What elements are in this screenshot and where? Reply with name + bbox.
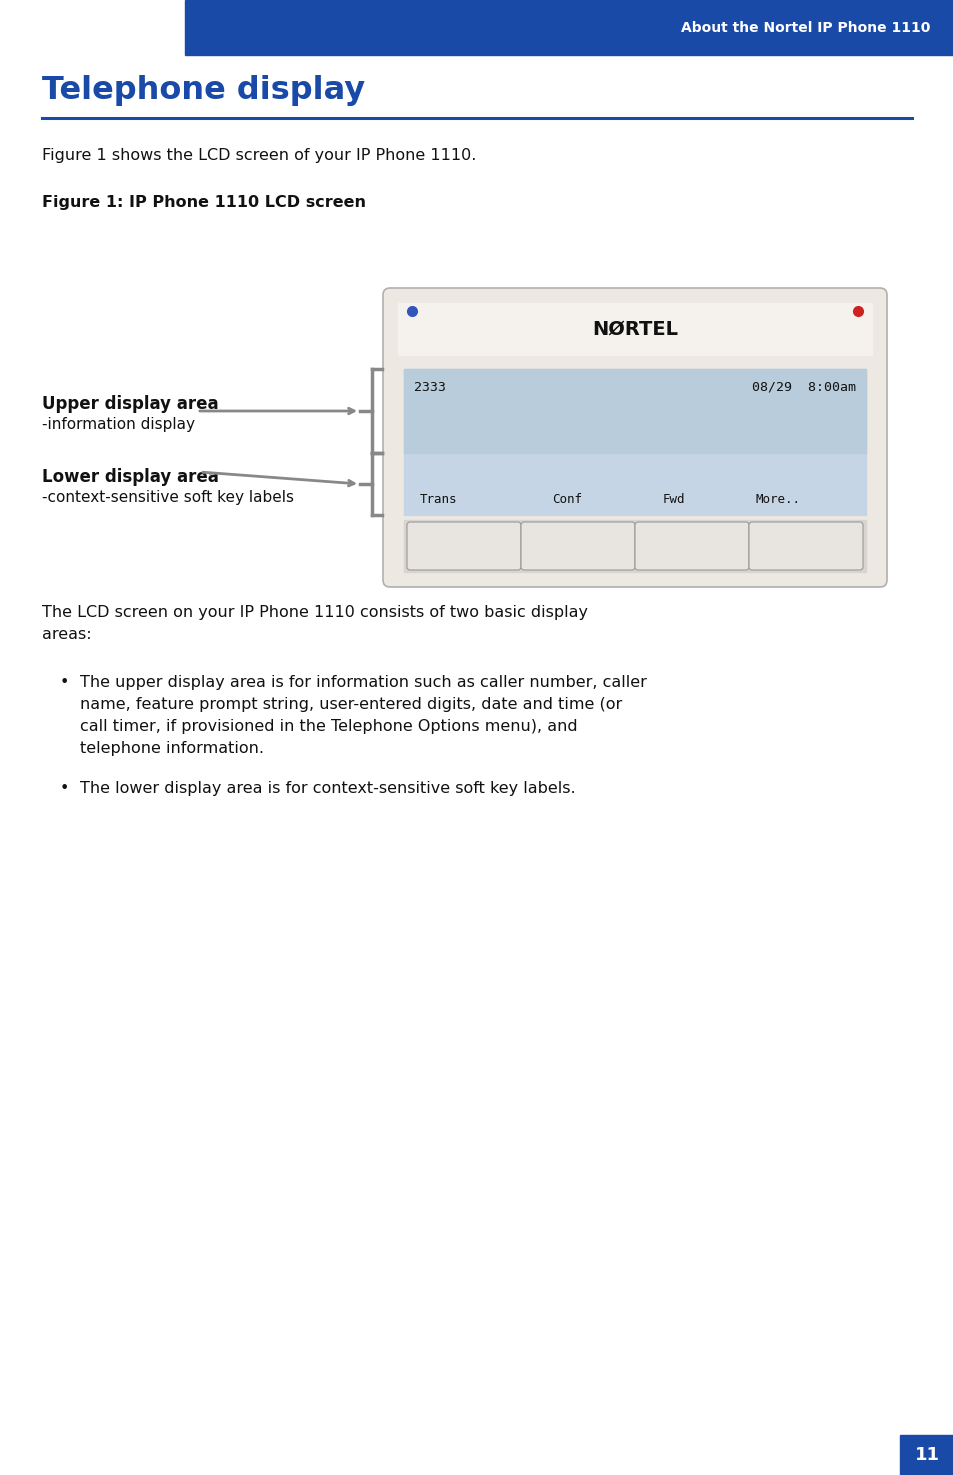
Text: areas:: areas: [42,627,91,642]
Text: telephone information.: telephone information. [80,740,264,757]
Text: 2333: 2333 [414,381,446,394]
Text: call timer, if provisioned in the Telephone Options menu), and: call timer, if provisioned in the Teleph… [80,718,577,735]
FancyBboxPatch shape [382,288,886,587]
Text: -information display: -information display [42,417,194,432]
Text: Telephone display: Telephone display [42,75,365,106]
FancyBboxPatch shape [635,522,748,569]
Text: Figure 1 shows the LCD screen of your IP Phone 1110.: Figure 1 shows the LCD screen of your IP… [42,148,476,164]
Text: Upper display area: Upper display area [42,395,218,413]
Bar [899,1435,953,1475]
Text: 11: 11 [914,1446,939,1465]
Bar [403,369,865,453]
Text: The lower display area is for context-sensitive soft key labels.: The lower display area is for context-se… [80,780,575,797]
Text: -context-sensitive soft key labels: -context-sensitive soft key labels [42,490,294,504]
Text: name, feature prompt string, user-entered digits, date and time (or: name, feature prompt string, user-entere… [80,698,621,712]
Text: NØRTEL: NØRTEL [592,320,678,338]
Bar [403,521,865,572]
Text: The upper display area is for information such as caller number, caller: The upper display area is for informatio… [80,676,646,690]
Text: About the Nortel IP Phone 1110: About the Nortel IP Phone 1110 [679,21,929,34]
Bar [403,369,865,515]
Text: Trans: Trans [419,493,457,506]
FancyBboxPatch shape [520,522,635,569]
Text: The LCD screen on your IP Phone 1110 consists of two basic display: The LCD screen on your IP Phone 1110 con… [42,605,587,620]
Text: •: • [60,780,70,797]
Bar [185,0,953,55]
Text: •: • [60,676,70,690]
Text: 08/29  8:00am: 08/29 8:00am [751,381,855,394]
Text: Conf: Conf [551,493,581,506]
FancyBboxPatch shape [748,522,862,569]
Text: Lower display area: Lower display area [42,468,218,485]
Bar [397,302,871,355]
Text: Figure 1: IP Phone 1110 LCD screen: Figure 1: IP Phone 1110 LCD screen [42,195,366,209]
Text: More..: More.. [755,493,800,506]
Text: Fwd: Fwd [662,493,684,506]
FancyBboxPatch shape [407,522,520,569]
